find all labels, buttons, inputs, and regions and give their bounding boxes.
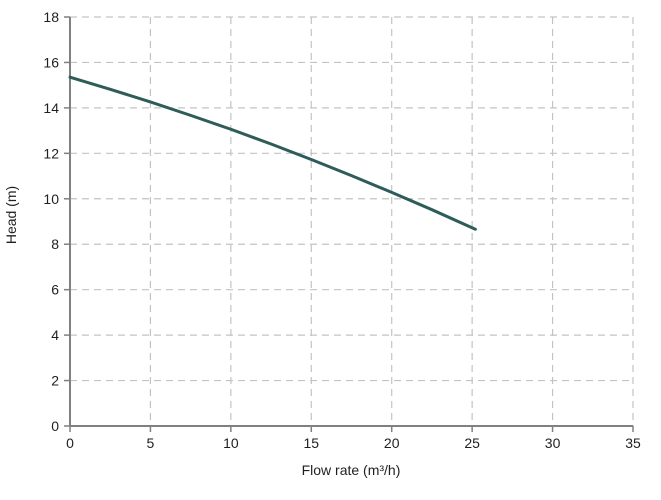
y-tick-label: 4 <box>51 327 59 343</box>
y-tick-label: 10 <box>43 191 59 207</box>
y-tick-label: 12 <box>43 145 59 161</box>
y-tick-label: 8 <box>51 236 59 252</box>
grid-layer <box>70 16 634 426</box>
x-tick-label: 5 <box>147 435 155 451</box>
series-layer <box>68 75 477 231</box>
y-tick-label: 6 <box>51 282 59 298</box>
x-tick-label: 15 <box>303 435 319 451</box>
x-tick-label: 35 <box>625 435 641 451</box>
x-tick-label: 0 <box>66 435 74 451</box>
pump-head-curve-line <box>68 75 477 231</box>
x-tick-label: 20 <box>384 435 400 451</box>
y-tick-label: 2 <box>51 373 59 389</box>
x-tick-label: 30 <box>545 435 561 451</box>
x-axis-label: Flow rate (m³/h) <box>302 462 401 478</box>
axis-layer: 0 5 10 15 20 25 30 35 0 2 4 6 8 10 12 14 16 18 <box>43 9 641 451</box>
y-axis-label: Head (m) <box>3 186 19 244</box>
y-tick-label: 16 <box>43 54 59 70</box>
x-tick-label: 10 <box>223 435 239 451</box>
y-tick-label: 14 <box>43 100 59 116</box>
x-tick-label: 25 <box>464 435 480 451</box>
y-tick-label: 0 <box>51 418 59 434</box>
y-tick-label: 18 <box>43 9 59 25</box>
